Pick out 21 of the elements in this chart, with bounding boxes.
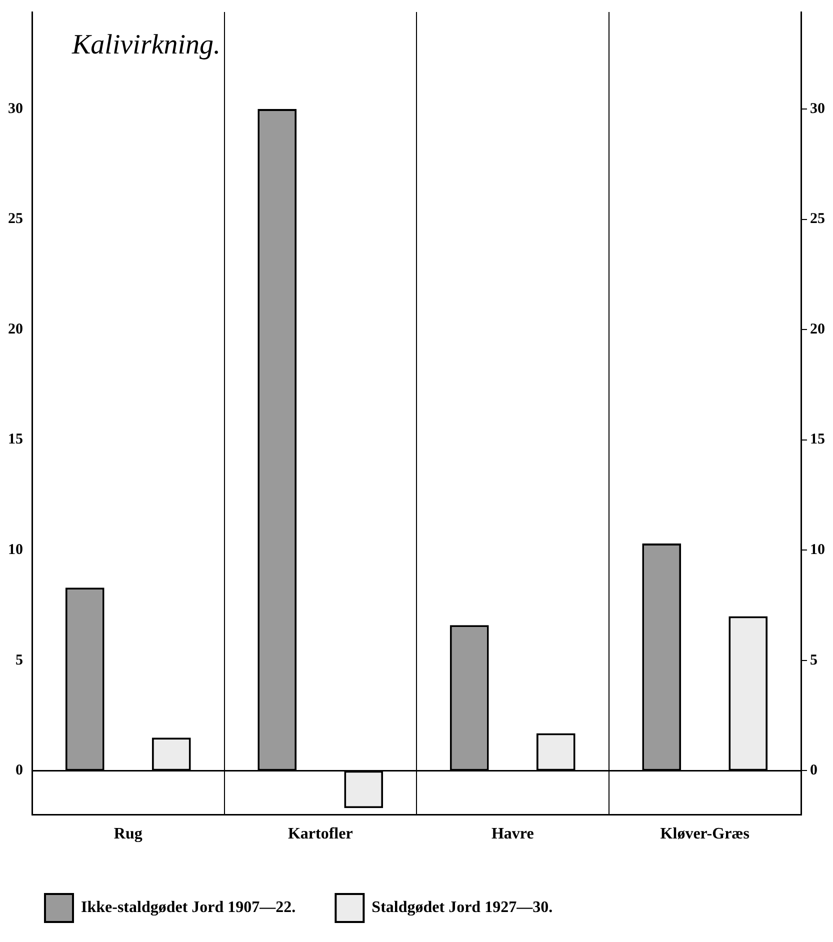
- legend-label: Staldgødet Jord 1927—30.: [372, 899, 553, 916]
- y-tick-label: 0: [16, 762, 23, 779]
- y2-tick-label: 5: [810, 652, 818, 668]
- y2-tick-label: 20: [810, 321, 825, 338]
- x-tick-label: Rug: [114, 826, 142, 843]
- x-tick-label: Kartofler: [288, 826, 353, 843]
- y-tick-label: 30: [8, 100, 23, 117]
- y-tick-label: 5: [16, 652, 23, 668]
- y2-tick-label: 30: [810, 100, 825, 117]
- y-tick-label: 20: [8, 321, 23, 338]
- y2-tick-label: 25: [810, 211, 825, 228]
- x-tick-label: Havre: [491, 826, 534, 843]
- y2-tick-label: 10: [810, 542, 825, 558]
- legend-label: Ikke-staldgødet Jord 1907—22.: [81, 899, 296, 916]
- y2-tick-label: 15: [810, 432, 825, 448]
- y-tick-label: 15: [8, 432, 23, 448]
- y-tick-label: 10: [8, 542, 23, 558]
- y-tick-label: 25: [8, 211, 23, 228]
- x-tick-label: Kløver-Græs: [660, 826, 750, 843]
- text: Kalivirkning.: [71, 29, 221, 60]
- y2-tick-label: 0: [810, 762, 818, 779]
